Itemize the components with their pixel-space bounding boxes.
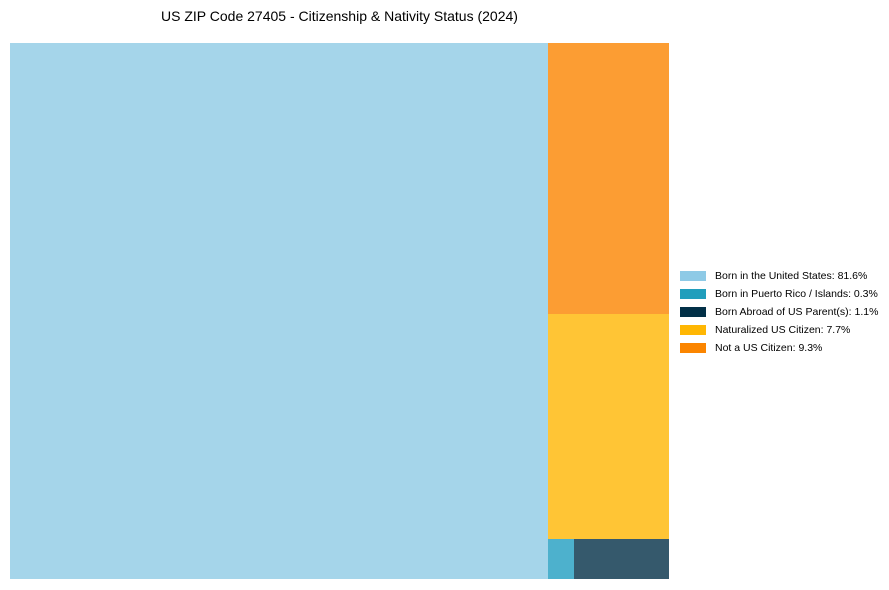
legend-item: Born in the United States: 81.6% [680,267,878,285]
legend-swatch [680,289,706,299]
tile-naturalized [548,314,669,539]
legend-label: Naturalized US Citizen: 7.7% [715,324,851,336]
legend-swatch [680,271,706,281]
chart-title: US ZIP Code 27405 - Citizenship & Nativi… [161,8,518,24]
tile-born-puerto-rico [548,539,574,579]
legend-item: Born in Puerto Rico / Islands: 0.3% [680,285,878,303]
legend-swatch [680,307,706,317]
tile-born-abroad [574,539,669,579]
legend-item: Born Abroad of US Parent(s): 1.1% [680,303,878,321]
legend-item: Naturalized US Citizen: 7.7% [680,321,878,339]
legend-label: Born Abroad of US Parent(s): 1.1% [715,306,879,318]
legend-swatch [680,325,706,335]
legend-label: Not a US Citizen: 9.3% [715,342,823,354]
legend-label: Born in the United States: 81.6% [715,270,868,282]
legend-item: Not a US Citizen: 9.3% [680,339,878,357]
legend-swatch [680,343,706,353]
tile-born-us [10,43,548,579]
tile-not-citizen [548,43,669,314]
legend-label: Born in Puerto Rico / Islands: 0.3% [715,288,878,300]
legend: Born in the United States: 81.6% Born in… [680,267,878,357]
